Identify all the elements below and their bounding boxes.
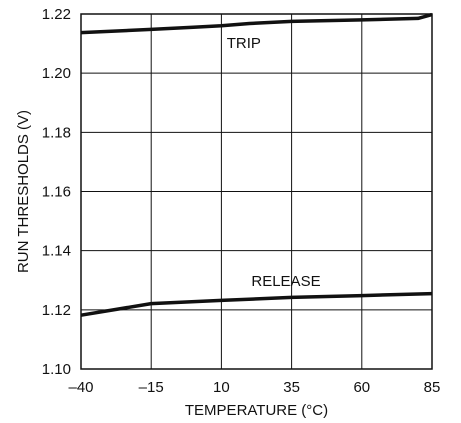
x-axis-title: TEMPERATURE (°C) xyxy=(185,402,328,419)
x-tick-label: –15 xyxy=(139,379,164,396)
grid-lines xyxy=(81,14,432,369)
data-series xyxy=(80,12,433,317)
y-tick-label: 1.22 xyxy=(42,6,71,23)
x-tick-label: 85 xyxy=(424,379,441,396)
series-annotations: TRIP RELEASE xyxy=(227,35,321,290)
series-line-trip xyxy=(80,12,433,35)
x-tick-label: 35 xyxy=(283,379,300,396)
y-tick-label: 1.16 xyxy=(42,184,71,201)
x-tick-label: 10 xyxy=(213,379,230,396)
x-tick-labels: –40 –15 10 35 60 85 xyxy=(68,379,440,396)
y-axis-title: RUN THRESHOLDS (V) xyxy=(15,110,32,273)
annotation-trip: TRIP xyxy=(227,35,261,52)
y-tick-label: 1.18 xyxy=(42,124,71,141)
y-tick-label: 1.20 xyxy=(42,65,71,82)
y-tick-labels: 1.10 1.12 1.14 1.16 1.18 1.20 1.22 xyxy=(42,6,71,378)
x-tick-label: 60 xyxy=(353,379,370,396)
plot-frame xyxy=(80,13,433,370)
series-line-release xyxy=(80,291,433,317)
y-tick-label: 1.10 xyxy=(42,361,71,378)
annotation-release: RELEASE xyxy=(251,273,320,290)
y-tick-label: 1.12 xyxy=(42,302,71,319)
y-tick-label: 1.14 xyxy=(42,243,71,260)
x-tick-label: –40 xyxy=(68,379,93,396)
